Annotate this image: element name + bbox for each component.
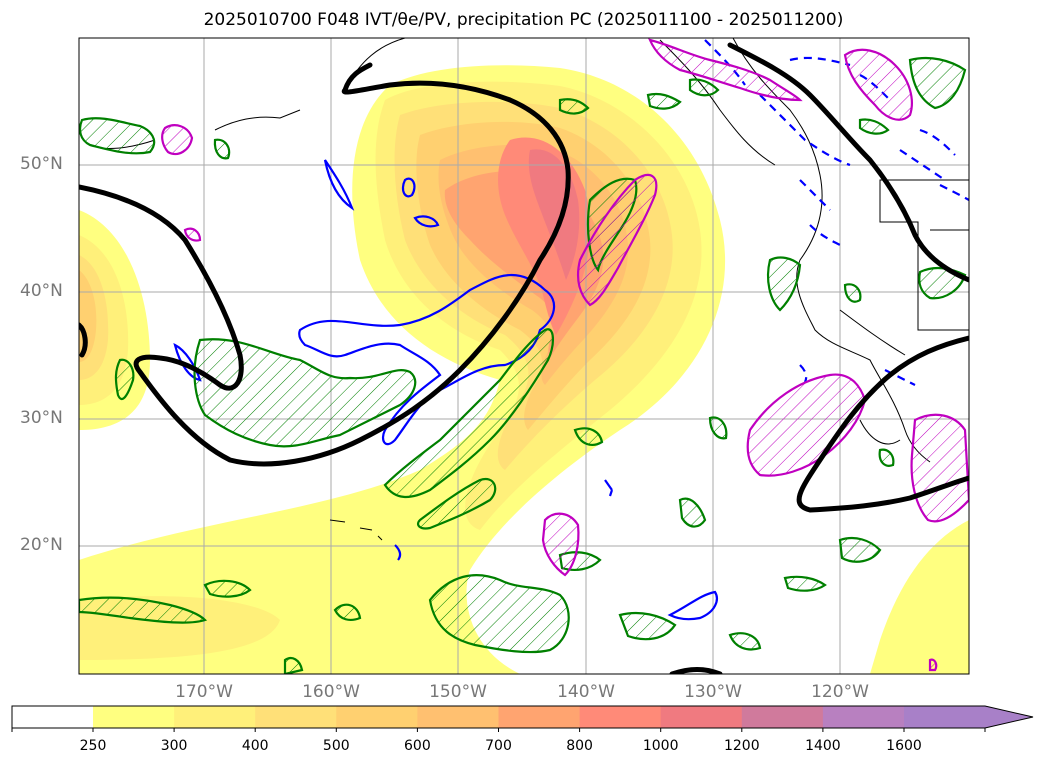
colorbar-extend-arrow	[985, 706, 1033, 728]
colorbar-label: 1000	[642, 738, 679, 754]
colorbar	[11, 705, 1034, 732]
colorbar-label: 1600	[886, 738, 922, 754]
lon-label-120w: 120°W	[811, 682, 869, 702]
colorbar-segment	[741, 706, 824, 728]
precip-pc-green	[79, 56, 967, 674]
colorbar-label: 700	[485, 738, 512, 754]
colorbar-segment-below	[12, 706, 93, 728]
lon-label-130w: 130°W	[684, 682, 742, 702]
map-layers	[79, 38, 969, 674]
colorbar-outline	[11, 705, 1034, 729]
lon-label-160w: 160°W	[302, 682, 360, 702]
lon-label-170w: 170°W	[175, 682, 233, 702]
colorbar-segment	[579, 706, 662, 728]
lat-label-20n: 20°N	[20, 535, 63, 555]
colorbar-label: 800	[566, 738, 593, 754]
lat-label-40n: 40°N	[20, 281, 63, 301]
lat-label-50n: 50°N	[20, 154, 63, 174]
colorbar-label: 600	[404, 738, 431, 754]
ivt-shade-250-east	[870, 520, 969, 674]
colorbar-segment	[336, 706, 418, 728]
colorbar-segment	[255, 706, 337, 728]
colorbar-label: 1200	[723, 738, 760, 754]
colorbar-segment	[417, 706, 499, 728]
colorbar-segment	[822, 706, 905, 728]
colorbar-segments	[93, 706, 986, 728]
pv-contours	[79, 42, 969, 674]
colorbar-segment	[660, 706, 743, 728]
colorbar-segment	[93, 706, 175, 728]
colorbar-label: 300	[160, 738, 188, 754]
colorbar-label: 1400	[805, 738, 841, 754]
colorbar-segment	[498, 706, 581, 728]
colorbar-ticks	[11, 728, 986, 732]
map-frame	[78, 37, 970, 675]
colorbar-label: 500	[322, 738, 350, 754]
colorbar-label: 400	[241, 738, 269, 754]
colorbar-segment	[174, 706, 256, 728]
colorbar-segment	[904, 706, 986, 728]
page-title: 2025010700 F048 IVT/θe/PV, precipitation…	[203, 10, 844, 30]
lon-label-150w: 150°W	[429, 682, 487, 702]
colorbar-label: 250	[79, 738, 107, 754]
precip-pc-magenta	[161, 38, 969, 672]
lat-label-30n: 30°N	[20, 408, 63, 428]
lon-label-140w: 140°W	[557, 682, 615, 702]
